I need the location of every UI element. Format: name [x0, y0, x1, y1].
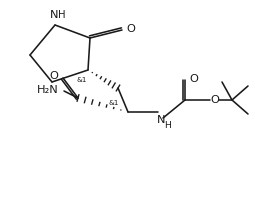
- Text: &1: &1: [109, 100, 119, 106]
- Text: O: O: [50, 71, 59, 81]
- Text: O: O: [127, 24, 136, 34]
- Text: N: N: [157, 115, 165, 125]
- Text: &1: &1: [77, 77, 87, 83]
- Text: O: O: [189, 74, 198, 84]
- Text: O: O: [211, 95, 220, 105]
- Text: N: N: [50, 10, 58, 20]
- Text: H: H: [58, 10, 66, 20]
- Text: H₂N: H₂N: [37, 85, 59, 95]
- Text: H: H: [164, 121, 172, 130]
